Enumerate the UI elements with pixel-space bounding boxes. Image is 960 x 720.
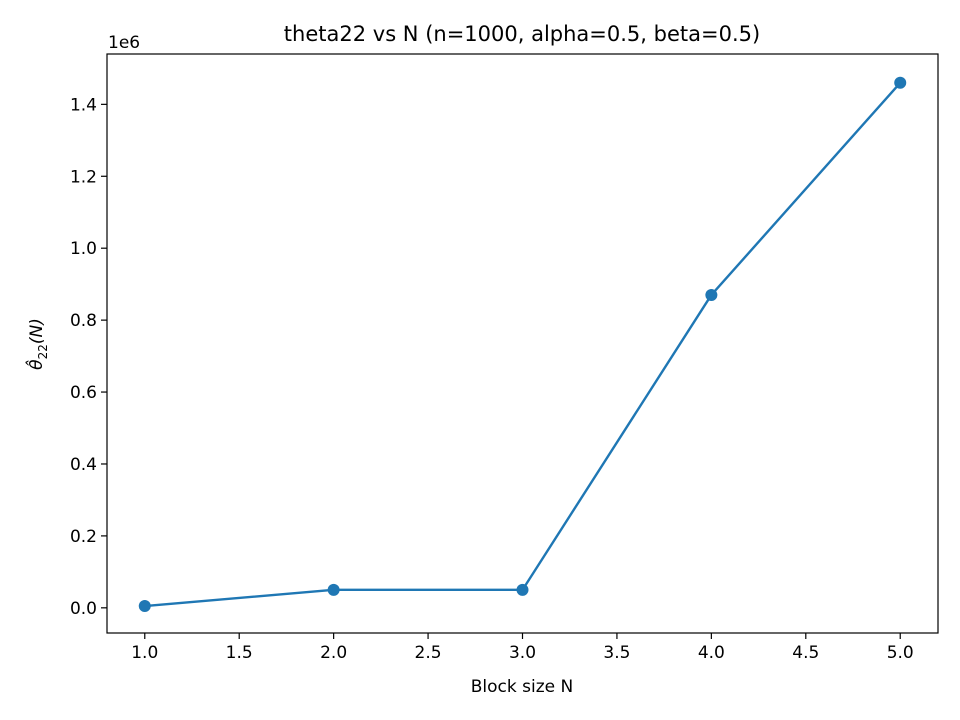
- y-tick-label: 0.2: [70, 527, 97, 547]
- x-tick-label: 1.5: [226, 643, 253, 663]
- y-axis-ticks: 0.0 0.2 0.4 0.6 0.8 1.0 1.2 1.4: [70, 95, 107, 619]
- x-tick-label: 4.0: [698, 643, 725, 663]
- x-tick-label: 2.5: [415, 643, 442, 663]
- y-axis-offset-label: 1e6: [108, 33, 140, 53]
- x-tick-label: 5.0: [887, 643, 914, 663]
- x-axis-ticks: 1.0 1.5 2.0 2.5 3.0 3.5 4.0 4.5 5.0: [131, 633, 914, 663]
- data-point: [894, 76, 907, 89]
- x-tick-label: 3.5: [603, 643, 630, 663]
- y-axis-label: θ̂22(N): [24, 318, 50, 370]
- y-axis-label-subscript: 22: [36, 344, 50, 359]
- y-tick-label: 0.8: [70, 311, 97, 331]
- x-axis-label: Block size N: [471, 677, 573, 697]
- x-tick-label: 2.0: [320, 643, 347, 663]
- data-point: [327, 583, 340, 596]
- axes-frame: [106, 53, 939, 634]
- y-axis-label-symbol: θ̂: [24, 359, 47, 370]
- y-tick-label: 0.6: [70, 383, 97, 403]
- plot-area: [138, 76, 907, 613]
- y-tick-label: 1.2: [70, 167, 97, 187]
- data-point: [516, 583, 529, 596]
- y-tick-label: 0.4: [70, 455, 97, 475]
- y-tick-label: 1.0: [70, 239, 97, 259]
- x-tick-label: 4.5: [792, 643, 819, 663]
- series-line: [144, 81, 902, 608]
- y-axis-label-arg: (N): [27, 318, 47, 344]
- y-tick-label: 0.0: [70, 599, 97, 619]
- chart-title: theta22 vs N (n=1000, alpha=0.5, beta=0.…: [284, 22, 760, 46]
- x-tick-label: 1.0: [131, 643, 158, 663]
- x-tick-label: 3.0: [509, 643, 536, 663]
- data-point: [705, 288, 718, 301]
- data-point: [138, 600, 151, 613]
- y-tick-label: 1.4: [70, 95, 97, 115]
